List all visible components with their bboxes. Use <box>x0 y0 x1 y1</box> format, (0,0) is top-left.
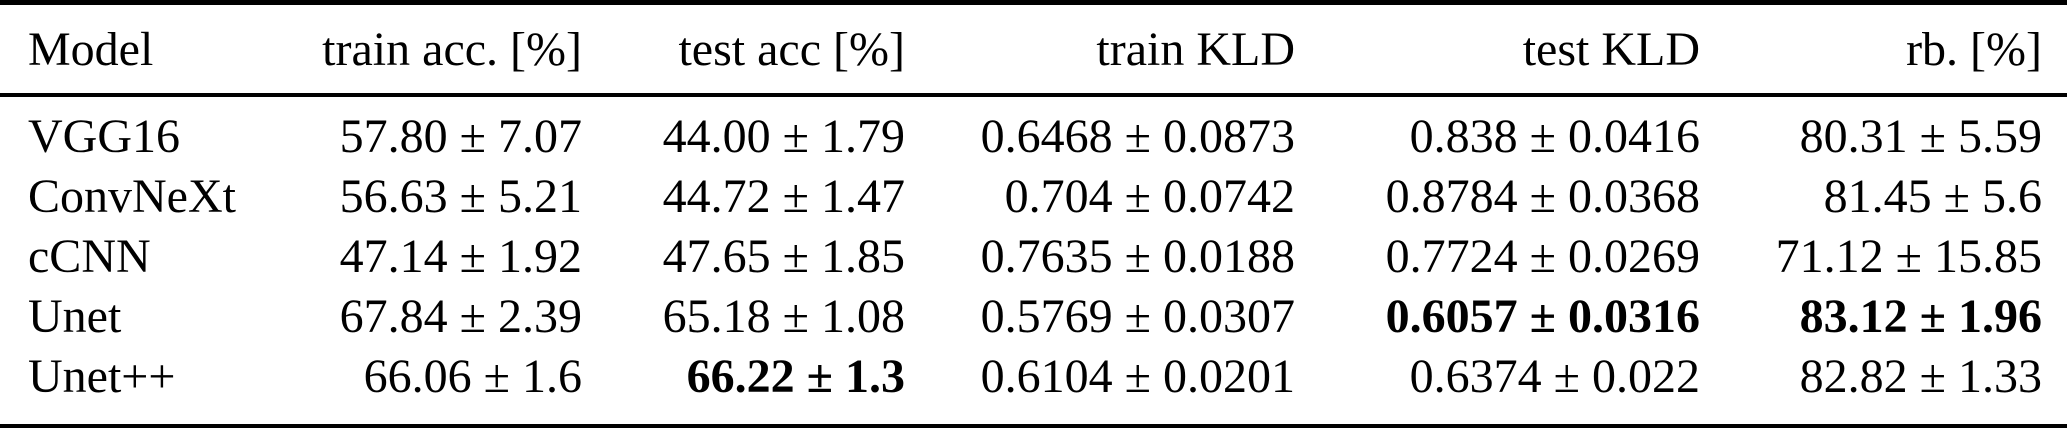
train-kld-cell: 0.5769 ± 0.0307 <box>980 289 1295 343</box>
rb-cell: 80.31 ± 5.59 <box>1799 109 2042 163</box>
column-header-test-acc: test acc [%] <box>678 22 905 76</box>
model-cell: cCNN <box>28 229 151 283</box>
rb-cell: 83.12 ± 1.96 <box>1799 289 2042 343</box>
table-row: Unet++ 66.06 ± 1.6 66.22 ± 1.3 0.6104 ± … <box>0 346 2067 406</box>
model-cell: VGG16 <box>28 109 180 163</box>
table-row: cCNN 47.14 ± 1.92 47.65 ± 1.85 0.7635 ± … <box>0 226 2067 286</box>
test-kld-cell: 0.838 ± 0.0416 <box>1409 109 1700 163</box>
test-acc-cell: 65.18 ± 1.08 <box>662 289 905 343</box>
train-acc-cell: 57.80 ± 7.07 <box>339 109 582 163</box>
top-rule <box>0 0 2067 5</box>
test-acc-cell: 44.72 ± 1.47 <box>662 169 905 223</box>
rb-cell: 82.82 ± 1.33 <box>1799 349 2042 403</box>
column-header-test-kld: test KLD <box>1522 22 1700 76</box>
table-row: ConvNeXt 56.63 ± 5.21 44.72 ± 1.47 0.704… <box>0 166 2067 226</box>
train-kld-cell: 0.6104 ± 0.0201 <box>980 349 1295 403</box>
test-kld-cell: 0.6057 ± 0.0316 <box>1385 289 1700 343</box>
header-separator-rule <box>0 93 2067 97</box>
rb-cell: 81.45 ± 5.6 <box>1823 169 2042 223</box>
column-header-train-acc: train acc. [%] <box>322 22 582 76</box>
bottom-rule <box>0 424 2067 428</box>
column-header-rb: rb. [%] <box>1906 22 2042 76</box>
table-row: Unet 67.84 ± 2.39 65.18 ± 1.08 0.5769 ± … <box>0 286 2067 346</box>
test-kld-cell: 0.8784 ± 0.0368 <box>1385 169 1700 223</box>
test-acc-cell: 44.00 ± 1.79 <box>662 109 905 163</box>
test-kld-cell: 0.6374 ± 0.022 <box>1409 349 1700 403</box>
table-row: VGG16 57.80 ± 7.07 44.00 ± 1.79 0.6468 ±… <box>0 106 2067 166</box>
model-cell: Unet++ <box>28 349 176 403</box>
column-header-train-kld: train KLD <box>1096 22 1295 76</box>
train-kld-cell: 0.7635 ± 0.0188 <box>980 229 1295 283</box>
test-acc-cell: 66.22 ± 1.3 <box>686 349 905 403</box>
table-body: VGG16 57.80 ± 7.07 44.00 ± 1.79 0.6468 ±… <box>0 97 2067 424</box>
column-header-model: Model <box>28 22 154 76</box>
test-kld-cell: 0.7724 ± 0.0269 <box>1385 229 1700 283</box>
train-acc-cell: 47.14 ± 1.92 <box>339 229 582 283</box>
test-acc-cell: 47.65 ± 1.85 <box>662 229 905 283</box>
model-cell: Unet <box>28 289 122 343</box>
model-cell: ConvNeXt <box>28 169 236 223</box>
train-acc-cell: 67.84 ± 2.39 <box>339 289 582 343</box>
train-acc-cell: 66.06 ± 1.6 <box>363 349 582 403</box>
rb-cell: 71.12 ± 15.85 <box>1775 229 2042 283</box>
train-acc-cell: 56.63 ± 5.21 <box>339 169 582 223</box>
train-kld-cell: 0.6468 ± 0.0873 <box>980 109 1295 163</box>
train-kld-cell: 0.704 ± 0.0742 <box>1004 169 1295 223</box>
table-header-row: Model train acc. [%] test acc [%] train … <box>0 5 2067 93</box>
